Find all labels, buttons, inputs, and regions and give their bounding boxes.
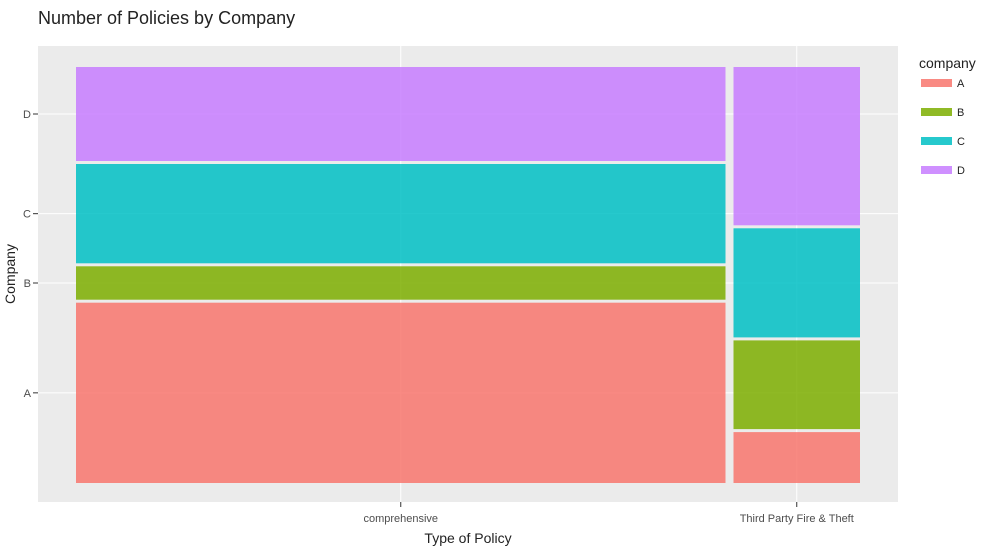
legend-title: company — [919, 55, 976, 71]
y-tick-label: D — [23, 109, 31, 121]
mosaic-tile-c-1 — [733, 228, 860, 338]
legend-label-d: D — [957, 165, 965, 177]
legend-label-b: B — [957, 107, 964, 119]
legend-swatch-b — [921, 108, 952, 116]
legend: company A B C D — [919, 55, 976, 177]
legend-label-a: A — [957, 78, 965, 90]
x-tick-label: comprehensive — [363, 513, 438, 525]
x-axis-title: Type of Policy — [424, 530, 511, 546]
y-tick-label: A — [24, 388, 32, 400]
mosaic-tile-d-0 — [76, 67, 726, 161]
mosaic-tile-a-0 — [76, 302, 726, 483]
y-axis-title: Company — [2, 244, 18, 304]
axis-ticks: comprehensive Third Party Fire & Theft A B C… — [23, 109, 854, 525]
legend-swatch-d — [921, 166, 952, 174]
mosaic-tile-b-1 — [733, 340, 860, 430]
y-tick-label: C — [23, 209, 31, 221]
mosaic-tile-a-1 — [733, 432, 860, 483]
mosaic-tile-d-1 — [733, 67, 860, 226]
mosaic-tiles — [76, 67, 860, 483]
legend-swatch-a — [921, 79, 952, 87]
chart-title: Number of Policies by Company — [38, 8, 295, 28]
mosaic-tile-b-0 — [76, 266, 726, 300]
legend-swatch-c — [921, 137, 952, 145]
mosaic-tile-c-0 — [76, 164, 726, 264]
legend-label-c: C — [957, 136, 965, 148]
x-tick-label: Third Party Fire & Theft — [740, 513, 854, 525]
y-tick-label: B — [24, 278, 31, 290]
